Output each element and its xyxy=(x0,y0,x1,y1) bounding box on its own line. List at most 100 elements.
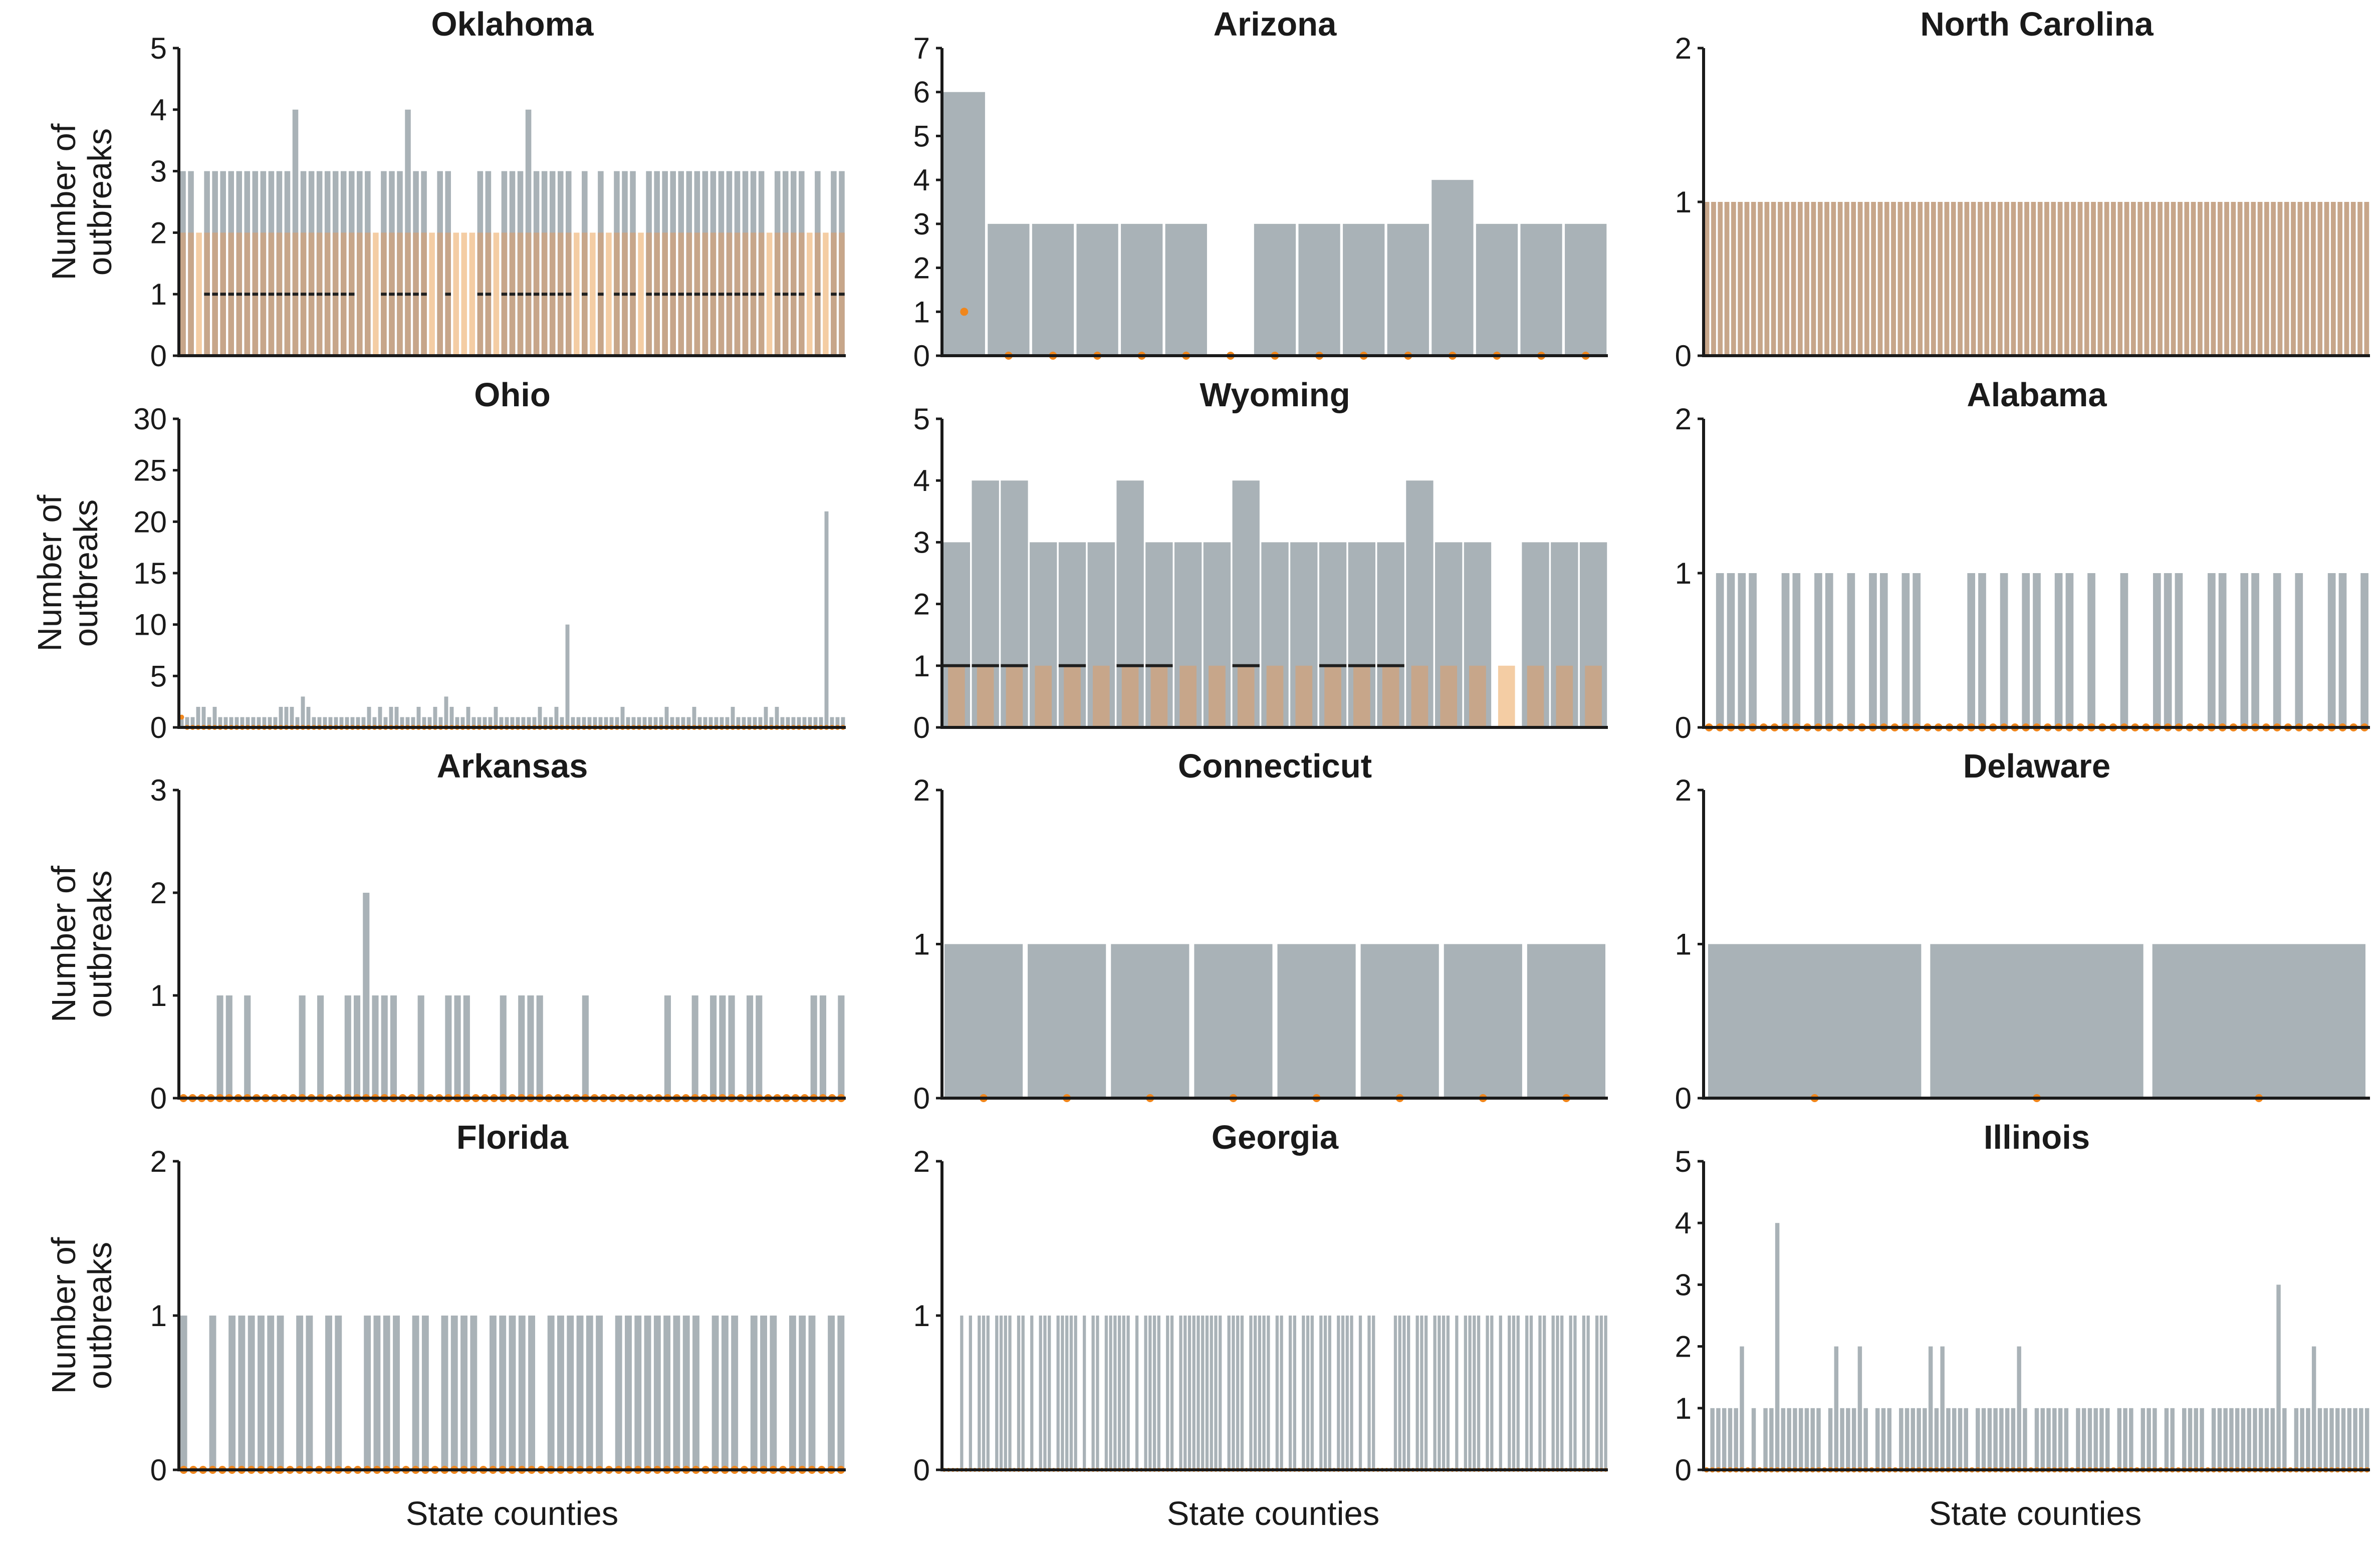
bar xyxy=(1981,1408,1986,1470)
bar xyxy=(2360,573,2368,727)
bar xyxy=(218,717,222,727)
bar xyxy=(1043,1316,1047,1470)
bar xyxy=(405,717,410,727)
prediction-band xyxy=(2304,202,2309,356)
bar xyxy=(1520,223,1562,356)
bar xyxy=(691,995,698,1098)
prediction-band xyxy=(2037,202,2043,356)
bar xyxy=(1438,1316,1441,1470)
bar xyxy=(1337,1316,1340,1470)
bar xyxy=(1432,180,1474,356)
bar xyxy=(1293,1316,1296,1470)
data-dot xyxy=(960,308,969,316)
bar xyxy=(557,1316,564,1470)
bar xyxy=(2023,1408,2027,1470)
bar xyxy=(2093,1408,2098,1470)
prediction-band xyxy=(2111,202,2116,356)
bar xyxy=(1004,1316,1007,1470)
bar xyxy=(372,995,379,1098)
bar xyxy=(383,717,388,727)
bar xyxy=(2311,1346,2316,1470)
prediction-band xyxy=(1884,202,1889,356)
bar xyxy=(1934,1408,1939,1470)
bar xyxy=(470,1316,478,1470)
panel-alabama: Alabama 0 1 2 xyxy=(1675,376,2370,744)
bar xyxy=(1420,1316,1423,1470)
prediction-band xyxy=(1738,202,1743,356)
bar xyxy=(427,717,432,727)
bar xyxy=(361,717,366,727)
bar xyxy=(216,995,223,1098)
bar xyxy=(2040,1408,2045,1470)
bar xyxy=(1232,1316,1235,1470)
bar xyxy=(1121,223,1163,356)
bar xyxy=(2011,1408,2016,1470)
bar xyxy=(412,1316,419,1470)
y-tick-label: 0 xyxy=(913,1082,930,1115)
bar xyxy=(1728,1408,1733,1470)
prediction-band xyxy=(2004,202,2009,356)
y-tick-label: 1 xyxy=(913,928,930,961)
prediction-band xyxy=(2364,202,2369,356)
bar xyxy=(1343,223,1385,356)
y-tick-label: 2 xyxy=(1675,774,1692,807)
bar xyxy=(769,717,774,727)
y-axis-label: Number of xyxy=(45,123,83,280)
bar xyxy=(547,1316,555,1470)
bar xyxy=(1923,1408,1927,1470)
y-tick-label: 3 xyxy=(913,207,930,241)
bar xyxy=(2364,1408,2369,1470)
bar xyxy=(1857,1346,1862,1470)
bar xyxy=(180,1316,187,1470)
bar xyxy=(527,995,534,1098)
bar xyxy=(528,1316,536,1470)
bar xyxy=(1716,1408,1721,1470)
bar xyxy=(1905,1408,1910,1470)
y-axis-label: Number of xyxy=(31,494,69,651)
bar xyxy=(1194,944,1273,1098)
prediction-band xyxy=(1844,202,1849,356)
bar xyxy=(441,1316,448,1470)
panel-title: Oklahoma xyxy=(431,6,594,43)
bar xyxy=(2295,573,2303,727)
prediction-band xyxy=(2117,202,2123,356)
bar xyxy=(364,1316,371,1470)
bar xyxy=(1444,944,1522,1098)
bar xyxy=(631,717,636,727)
y-tick-label: 10 xyxy=(133,608,167,642)
panel-title: Florida xyxy=(456,1119,569,1156)
bar xyxy=(571,717,575,727)
y-tick-label: 1 xyxy=(1675,185,1692,219)
bar xyxy=(1323,1316,1327,1470)
bar xyxy=(1039,1316,1042,1470)
bar xyxy=(786,717,790,727)
prediction-band xyxy=(2158,202,2163,356)
bar xyxy=(819,995,826,1098)
y-tick-label: 0 xyxy=(1675,711,1692,744)
bar xyxy=(1306,1316,1310,1470)
prediction-band xyxy=(2071,202,2076,356)
bar xyxy=(2259,1408,2263,1470)
bar xyxy=(460,717,465,727)
bar xyxy=(1387,223,1429,356)
prediction-band xyxy=(2204,202,2209,356)
bar xyxy=(1599,1316,1603,1470)
bar xyxy=(190,717,195,727)
bar xyxy=(1946,1408,1951,1470)
prediction-band xyxy=(2144,202,2150,356)
y-tick-label: 2 xyxy=(913,774,930,807)
prediction-band xyxy=(606,232,612,356)
bar xyxy=(1360,944,1439,1098)
prediction-band xyxy=(1751,202,1756,356)
prediction-band xyxy=(1911,202,1916,356)
bar xyxy=(273,717,278,727)
prediction-band xyxy=(2311,202,2316,356)
y-tick-label: 3 xyxy=(1675,1268,1692,1302)
prediction-band xyxy=(365,232,371,356)
bar xyxy=(466,706,470,727)
prediction-band xyxy=(1744,202,1750,356)
bar xyxy=(317,717,322,727)
bar xyxy=(246,717,250,727)
bar xyxy=(813,717,818,727)
